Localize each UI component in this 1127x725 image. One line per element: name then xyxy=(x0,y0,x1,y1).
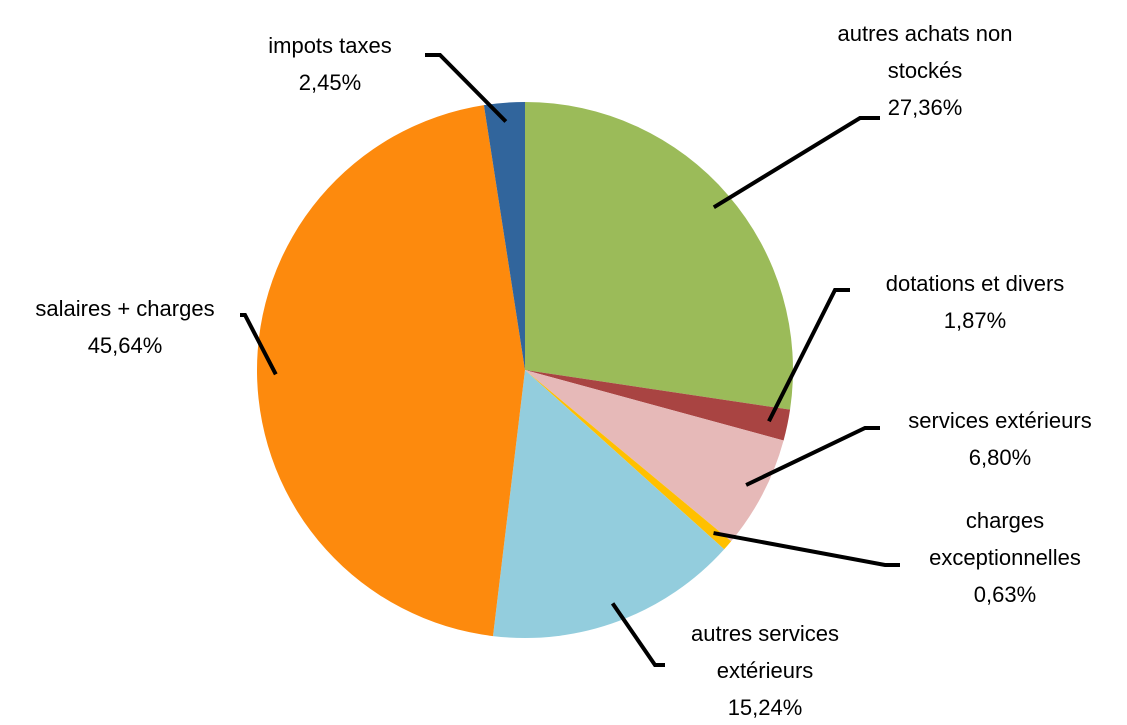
data-label: impots taxes 2,45% xyxy=(180,27,480,101)
label-category: impots taxes xyxy=(268,33,392,58)
label-value: 0,63% xyxy=(973,582,1037,607)
leader-line xyxy=(425,53,508,123)
label-category: autres services extérieurs xyxy=(691,621,839,683)
pie-slice xyxy=(257,105,525,637)
pie-slice xyxy=(525,102,793,410)
pie-slice xyxy=(492,370,725,638)
pie-slice xyxy=(525,370,791,441)
label-category: charges exceptionnelles xyxy=(929,508,1081,570)
data-label: services extérieurs 6,80% xyxy=(850,402,1127,476)
leader-line xyxy=(767,288,850,423)
data-label: charges exceptionnelles 0,63% xyxy=(915,502,1095,613)
leader-line xyxy=(745,426,880,487)
leader-line xyxy=(610,602,665,667)
label-value: 2,45% xyxy=(298,70,362,95)
data-label: autres achats non stockés 27,36% xyxy=(810,15,1040,126)
leader-line xyxy=(712,116,880,210)
data-label: salaires + charges 45,64% xyxy=(0,290,275,364)
label-category: dotations et divers xyxy=(885,271,1065,296)
label-value: 6,80% xyxy=(968,445,1032,470)
label-value: 15,24% xyxy=(727,695,803,720)
label-category: services extérieurs xyxy=(908,408,1092,433)
leader-line xyxy=(713,531,900,567)
pie-slice xyxy=(483,102,525,370)
data-label: autres services extérieurs 15,24% xyxy=(660,615,870,725)
label-value: 1,87% xyxy=(943,308,1007,333)
pie-slice xyxy=(525,370,732,550)
label-value: 27,36% xyxy=(887,95,963,120)
pie-slice xyxy=(525,370,784,542)
data-label: dotations et divers 1,87% xyxy=(825,265,1125,339)
label-value: 45,64% xyxy=(87,333,163,358)
leader-line xyxy=(240,313,278,376)
label-category: salaires + charges xyxy=(35,296,215,321)
label-category: autres achats non stockés xyxy=(837,21,1013,83)
